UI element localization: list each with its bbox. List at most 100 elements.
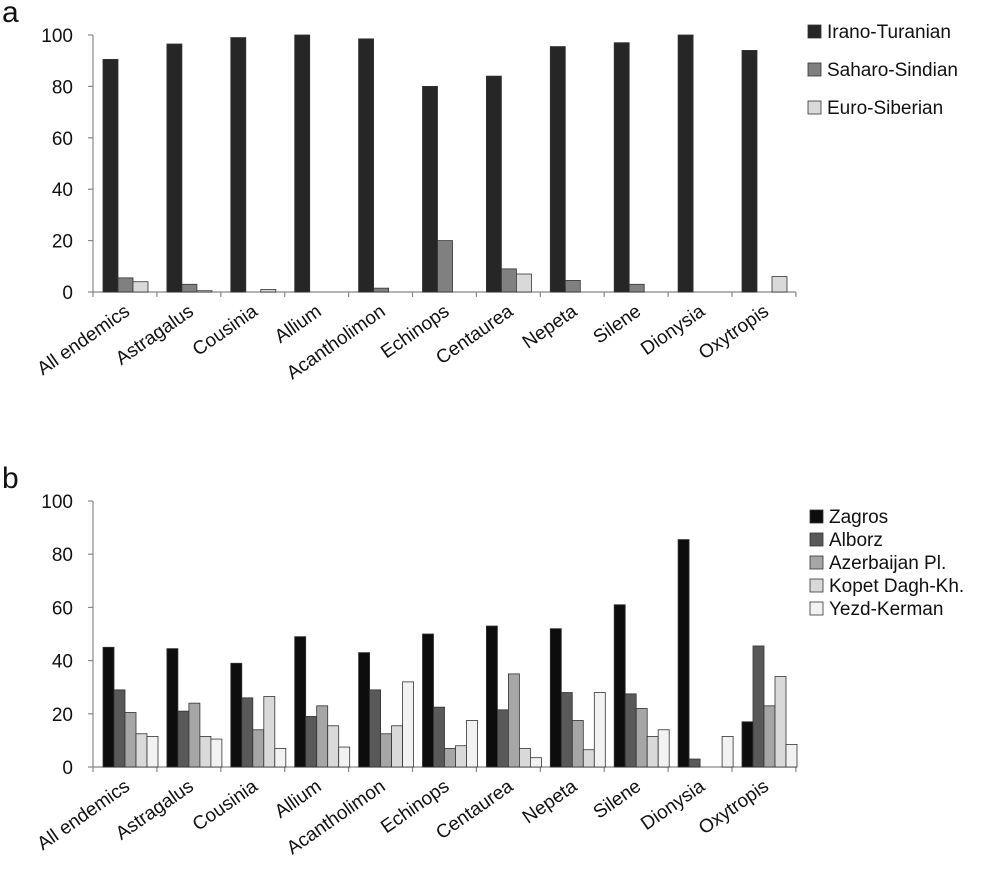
legend-label: Kopet Dagh-Kh. <box>829 576 964 597</box>
bar-saharo-sindian-nepeta <box>564 280 581 293</box>
legend-swatch <box>807 24 822 39</box>
bar-azerbaijan-pl-astragalus <box>188 702 201 768</box>
bar-alborz-astragalus <box>177 710 190 768</box>
x-category-label: Allium <box>271 776 325 823</box>
bar-saharo-sindian-centaurea <box>500 268 517 293</box>
bar-alborz-cousinia <box>241 697 254 768</box>
bar-yezd-kerman-centaurea <box>530 757 542 768</box>
bar-alborz-echinops <box>433 706 445 768</box>
y-tick-label: 100 <box>41 26 73 47</box>
panel-a-label: a <box>2 0 19 29</box>
bar-azerbaijan-pl-centaurea <box>507 673 520 768</box>
legend-swatch <box>809 509 824 524</box>
bar-zagros-dionysia <box>677 539 690 768</box>
bar-irano-turanian-all-endemics <box>102 59 119 293</box>
bar-kopet-dagh-kh-astragalus <box>199 736 212 768</box>
bar-irano-turanian-oxytropis <box>741 50 758 293</box>
y-tick-label: 0 <box>62 758 73 779</box>
bar-saharo-sindian-astragalus <box>181 283 198 293</box>
y-tick-label: 20 <box>52 232 73 253</box>
bar-irano-turanian-nepeta <box>549 46 566 293</box>
bar-zagros-silene <box>613 604 626 768</box>
bar-zagros-echinops <box>422 633 434 768</box>
legend-swatch <box>809 601 824 616</box>
panel-b-label: b <box>2 462 19 495</box>
x-category-label: All endemics <box>34 301 134 380</box>
legend-label: Azerbaijan Pl. <box>829 553 946 574</box>
bar-irano-turanian-acantholimon <box>358 38 375 293</box>
bar-yezd-kerman-nepeta <box>593 692 606 768</box>
legend-swatch <box>807 100 822 115</box>
bar-irano-turanian-dionysia <box>677 34 694 293</box>
bar-azerbaijan-pl-echinops <box>444 747 456 768</box>
legend-label: Irano-Turanian <box>827 22 951 43</box>
y-tick-label: 100 <box>41 492 73 513</box>
y-tick-label: 60 <box>52 598 73 619</box>
bar-azerbaijan-pl-acantholimon <box>380 733 393 768</box>
bar-yezd-kerman-cousinia <box>274 747 287 768</box>
x-category-label: Allium <box>271 301 325 348</box>
legend-swatch <box>809 578 824 593</box>
bar-alborz-centaurea <box>496 709 509 768</box>
bar-azerbaijan-pl-all-endemics <box>124 712 137 768</box>
legend-swatch <box>809 532 824 547</box>
bar-alborz-all-endemics <box>113 689 126 768</box>
bar-euro-siberian-oxytropis <box>771 276 788 293</box>
bar-saharo-sindian-echinops <box>437 240 453 293</box>
bar-alborz-dionysia <box>688 758 701 768</box>
bar-kopet-dagh-kh-oxytropis <box>774 676 787 768</box>
bar-zagros-astragalus <box>166 648 179 768</box>
bar-yezd-kerman-oxytropis <box>785 743 798 768</box>
bar-zagros-allium <box>294 636 307 768</box>
bar-saharo-sindian-all-endemics <box>117 277 134 293</box>
x-category-label: Cousinia <box>189 776 262 836</box>
bar-azerbaijan-pl-cousinia <box>252 729 265 768</box>
y-tick-label: 40 <box>52 180 73 201</box>
bar-irano-turanian-centaurea <box>485 75 502 293</box>
bar-kopet-dagh-kh-echinops <box>455 745 467 768</box>
x-category-label: Oxytropis <box>695 301 773 364</box>
legend-label: Yezd-Kerman <box>829 599 943 620</box>
bar-zagros-oxytropis <box>741 721 754 768</box>
bar-zagros-acantholimon <box>358 652 371 768</box>
y-tick-label: 0 <box>62 283 73 304</box>
x-category-label: Silene <box>590 776 645 824</box>
legend-swatch <box>807 62 822 77</box>
bar-alborz-silene <box>624 693 637 768</box>
bar-azerbaijan-pl-nepeta <box>571 720 584 768</box>
bar-irano-turanian-astragalus <box>166 43 183 293</box>
bar-yezd-kerman-acantholimon <box>402 681 415 768</box>
legend-label: Zagros <box>829 507 888 528</box>
y-tick-label: 20 <box>52 705 73 726</box>
x-category-label: Nepeta <box>519 776 582 829</box>
bar-alborz-acantholimon <box>369 689 382 768</box>
y-tick-label: 40 <box>52 652 73 673</box>
x-category-label: All endemics <box>34 776 134 855</box>
x-category-label: Silene <box>590 301 645 349</box>
x-category-label: Cousinia <box>189 301 262 361</box>
bar-alborz-oxytropis <box>752 645 765 768</box>
legend-label: Euro-Siberian <box>827 98 943 119</box>
bar-azerbaijan-pl-allium <box>316 705 329 768</box>
bar-kopet-dagh-kh-acantholimon <box>391 725 404 768</box>
bar-euro-siberian-astragalus <box>196 290 213 293</box>
bar-alborz-allium <box>305 716 318 768</box>
x-category-label: Nepeta <box>519 301 582 354</box>
legend-label: Saharo-Sindian <box>827 60 958 81</box>
bar-zagros-cousinia <box>230 662 243 768</box>
bar-alborz-nepeta <box>560 692 573 768</box>
bar-azerbaijan-pl-silene <box>635 708 648 768</box>
bar-azerbaijan-pl-oxytropis <box>763 705 776 768</box>
bar-irano-turanian-echinops <box>422 86 438 293</box>
bar-kopet-dagh-kh-silene <box>646 736 659 768</box>
bar-kopet-dagh-kh-all-endemics <box>135 733 148 768</box>
bar-euro-siberian-all-endemics <box>132 281 149 293</box>
bar-kopet-dagh-kh-allium <box>327 725 340 768</box>
y-tick-label: 80 <box>52 545 73 566</box>
bar-irano-turanian-silene <box>613 42 630 293</box>
bar-zagros-all-endemics <box>102 646 115 768</box>
bar-yezd-kerman-silene <box>657 729 670 768</box>
y-tick-label: 60 <box>52 129 73 150</box>
